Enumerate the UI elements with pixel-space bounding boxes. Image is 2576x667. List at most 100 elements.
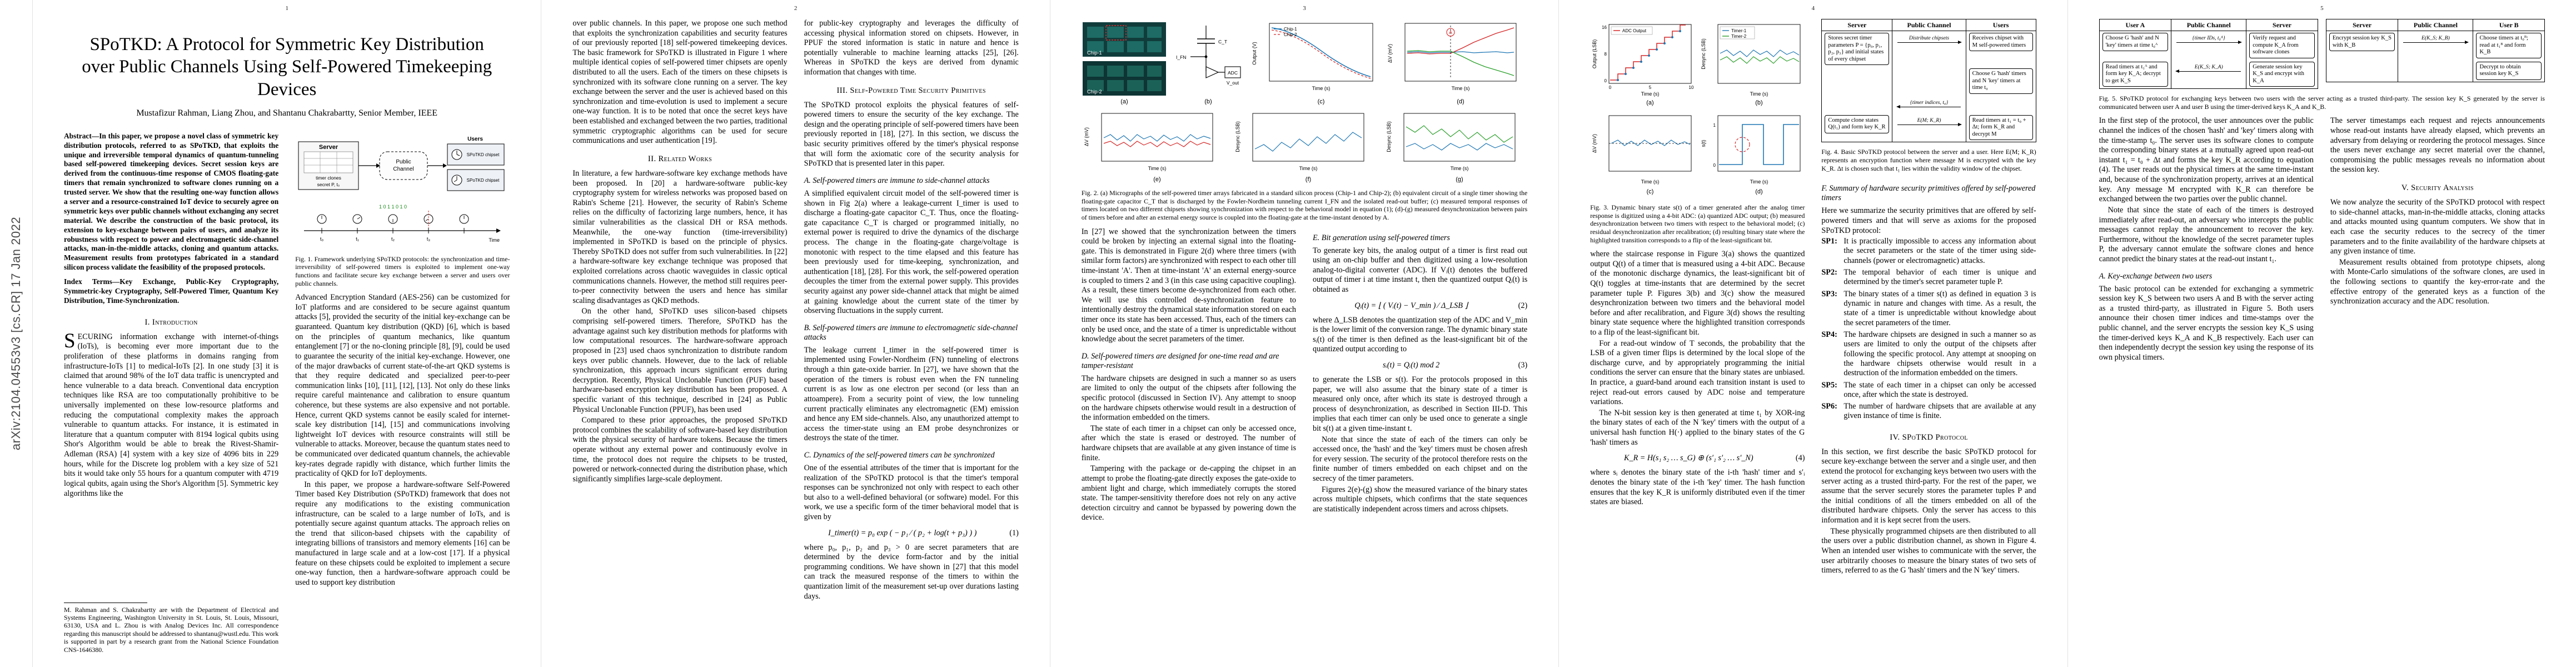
figure-5-caption: Fig. 5. SPoTKD protocol for exchanging k… — [2099, 94, 2545, 111]
paragraph: In this section, we first describe the b… — [1821, 447, 2036, 525]
paragraph: The server timestamps each request and r… — [2330, 116, 2545, 175]
figure-2-caption: Fig. 2. (a) Micrographs of the self-powe… — [1081, 189, 1528, 221]
protocol-row: {timer indices, t₀} — [1822, 95, 2035, 113]
right-arrow — [1897, 41, 1962, 44]
timeline: 1 0 1 1 0 1 0 — [304, 204, 501, 243]
drop-cap: S — [64, 329, 76, 352]
equation-1: I_timer(t) = p₀ exp ( − p₁ ⁄ ( p₂ + log(… — [828, 528, 1019, 537]
svg-text:Time (s): Time (s) — [1450, 166, 1468, 171]
svg-text:Time (s): Time (s) — [1451, 86, 1469, 91]
pages-row: 1 SPoTKD: A Protocol for Symmetric Key D… — [32, 0, 2576, 667]
figure-1-caption: Fig. 1. Framework underlying SPoTKD prot… — [295, 255, 510, 287]
svg-text:0: 0 — [1605, 78, 1607, 83]
page-5: 5 User A Public Channel Server Choose G … — [2067, 0, 2576, 667]
figure-3-adc-plots: ADC Output 0 8 16 0 5 10 Output (LSB) Ti… — [1590, 20, 1805, 199]
svg-text:(c): (c) — [1647, 188, 1654, 195]
page-1: 1 SPoTKD: A Protocol for Symmetric Key D… — [32, 0, 541, 667]
svg-text:SPoTKD chipset: SPoTKD chipset — [467, 152, 500, 157]
paragraph: S ECURING information exchange with inter… — [64, 329, 278, 499]
page-number: 5 — [2320, 5, 2324, 12]
timer-circuit-schematic: C_T I_FN ADC V_out (b) — [1176, 26, 1241, 105]
svg-text:secret P, t₀: secret P, t₀ — [317, 182, 340, 187]
svg-text:5: 5 — [1649, 85, 1652, 90]
svg-text:A: A — [1449, 29, 1452, 35]
subsection-a-heading: A. Self-powered timers are immune to sid… — [804, 176, 990, 185]
svg-text:ADC Output: ADC Output — [1622, 28, 1647, 33]
paragraph: Compared to these prior approaches, the … — [572, 416, 788, 484]
subsection-a2-heading: A. Key-exchange between two users — [2099, 271, 2213, 281]
subsection-f-heading: F. Summary of hardware security primitiv… — [1821, 184, 2036, 203]
page-number: 4 — [1811, 5, 1815, 12]
svg-text:Output (LSB): Output (LSB) — [1592, 39, 1597, 69]
page-2: 2 over public channels. In this paper, w… — [541, 0, 1050, 667]
protocol-row: Compute clone states Q(t₁) and form key … — [1822, 113, 2035, 142]
protocol-step: Encrypt session key K_S with K_B — [2329, 33, 2395, 52]
column-header-server: Server — [1847, 21, 1867, 29]
protocol-row: Encrypt session key K_S with K_B E(K_S; … — [2326, 31, 2544, 60]
svg-text:(d): (d) — [1457, 98, 1464, 105]
paragraph: In [27] we showed that the synchronizati… — [1081, 227, 1297, 344]
desync-plot-b: Timer-1 Timer-2 Desync (LSB) Time (s) (b… — [1701, 24, 1801, 106]
svg-text:Public: Public — [396, 159, 411, 165]
figure-4-caption: Fig. 4. Basic SPoTKD protocol between th… — [1821, 148, 2036, 172]
paragraph: A simplified equivalent circuit model of… — [804, 188, 1019, 316]
protocol-step: Choose G 'hash' and N 'key' timers at ti… — [2102, 33, 2169, 52]
page1-left-column: Abstract—In this paper, we propose a nov… — [64, 132, 278, 654]
right-arrow — [2176, 41, 2243, 44]
protocol-table-header: Server Public Channel User B — [2326, 19, 2545, 32]
page-4: 4 — [1558, 0, 2067, 667]
protocol-step: Read timers at t₁ = t₀ + Δt; form K_R an… — [1969, 115, 2033, 141]
protocol-step: Choose timers at t₀ᴮ; read at t₁ᴮ and fo… — [2476, 33, 2542, 58]
svg-text:Time (s): Time (s) — [1312, 86, 1330, 91]
svg-text:timer clones: timer clones — [316, 175, 341, 181]
protocol-step: Choose G 'hash' timers and N 'key' timer… — [1969, 68, 2033, 94]
desync-plot: A ΔV (mV) Time (s) (d) — [1387, 23, 1517, 105]
svg-text:Output (V): Output (V) — [1252, 42, 1257, 65]
paragraph: to generate the LSB or s(t). For the pro… — [1313, 375, 1528, 434]
paragraph: Here we summarize the security primitive… — [1821, 206, 2036, 235]
paragraph: In literature, a few hardware-software k… — [572, 168, 788, 305]
paragraph: One of the essential attributes of the t… — [804, 463, 1019, 521]
list-item-sp4: SP4: The hardware chipsets are designed i… — [1821, 330, 2036, 378]
paragraph: where sᵢ denotes the binary state of the… — [1590, 468, 1805, 507]
svg-text:Chip-1: Chip-1 — [1087, 50, 1102, 56]
footnote: M. Rahman and S. Chakrabartty are with t… — [64, 605, 279, 654]
paragraph: Note that since the state of each of the… — [2099, 205, 2314, 263]
svg-text:V_out: V_out — [1227, 80, 1239, 86]
paragraph: Tampering with the package or de-capping… — [1081, 464, 1297, 522]
paragraph: To generate key bits, the analog output … — [1313, 246, 1528, 294]
svg-text:C_T: C_T — [1218, 39, 1227, 44]
svg-text:ΔV (mV): ΔV (mV) — [1084, 127, 1089, 146]
svg-text:1 0 1 1 0 1 0: 1 0 1 1 0 1 0 — [379, 204, 407, 210]
paragraph: Figures 2(e)-(g) show the measured varia… — [1313, 485, 1528, 514]
subsection-d-heading: D. Self-powered timers are designed for … — [1081, 351, 1279, 370]
svg-text:(c): (c) — [1317, 98, 1324, 105]
protocol-row: Read timers at t₁ᴬ and form key K_A; dec… — [2100, 59, 2318, 89]
server-box: Server timer clones secret P, t₀ — [298, 141, 359, 190]
adc-staircase-plot: ADC Output 0 8 16 0 5 10 Output (LSB) Ti… — [1592, 24, 1694, 106]
paragraph: For a read-out window of T seconds, the … — [1590, 339, 1805, 407]
user-chipsets: Users SPoTKD chipset SPoTKD chip — [447, 136, 505, 191]
protocol-step: Compute clone states Q(t₁) and form key … — [1825, 115, 1890, 133]
paragraph: We now analyze the security of the SPoTK… — [2330, 198, 2545, 256]
arrow-label: {timer IDs, t₀ᴬ} — [2192, 35, 2225, 42]
paragraph: In the first step of the protocol, the u… — [2099, 116, 2314, 204]
security-primitives-list: SP1: It is practically impossible to acce… — [1821, 237, 2036, 424]
paragraph: Note that since the state of each of the… — [1313, 435, 1528, 484]
arrow-label: E(K_S; K_A) — [2194, 63, 2223, 70]
figure-5-panel-user-a: User A Public Channel Server Choose G 'h… — [2099, 19, 2318, 89]
svg-text:8: 8 — [1605, 52, 1607, 57]
section-heading-introduction: I. Introduction — [145, 317, 198, 327]
protocol-row: Stores secret timer parameters P = {p₀, … — [1822, 31, 2035, 67]
variance-plot-e: ΔV (mV) Time (s) (e) — [1084, 113, 1213, 183]
figure-1-framework-diagram: Server timer clones secret P, t₀ — [295, 133, 510, 251]
list-item-sp3: SP3: The binary states of a timer s(t) as… — [1821, 289, 2036, 327]
paragraph: On the other hand, SPoTKD uses silicon-b… — [572, 307, 788, 414]
section-heading-related-works: II. Related Works — [647, 154, 712, 163]
column-header-public-channel: Public Channel — [1892, 19, 1965, 31]
page2-right-column: for public-key cryptography and leverage… — [804, 19, 1019, 654]
figure-5-panel-user-b: Server Public Channel User B Encrypt ses… — [2325, 19, 2545, 82]
paragraph: The basic protocol can be extended for e… — [2099, 284, 2314, 362]
subsection-e-heading: E. Bit generation using self-powered tim… — [1313, 233, 1450, 242]
paragraph: where the staircase response in Figure 3… — [1590, 250, 1805, 337]
